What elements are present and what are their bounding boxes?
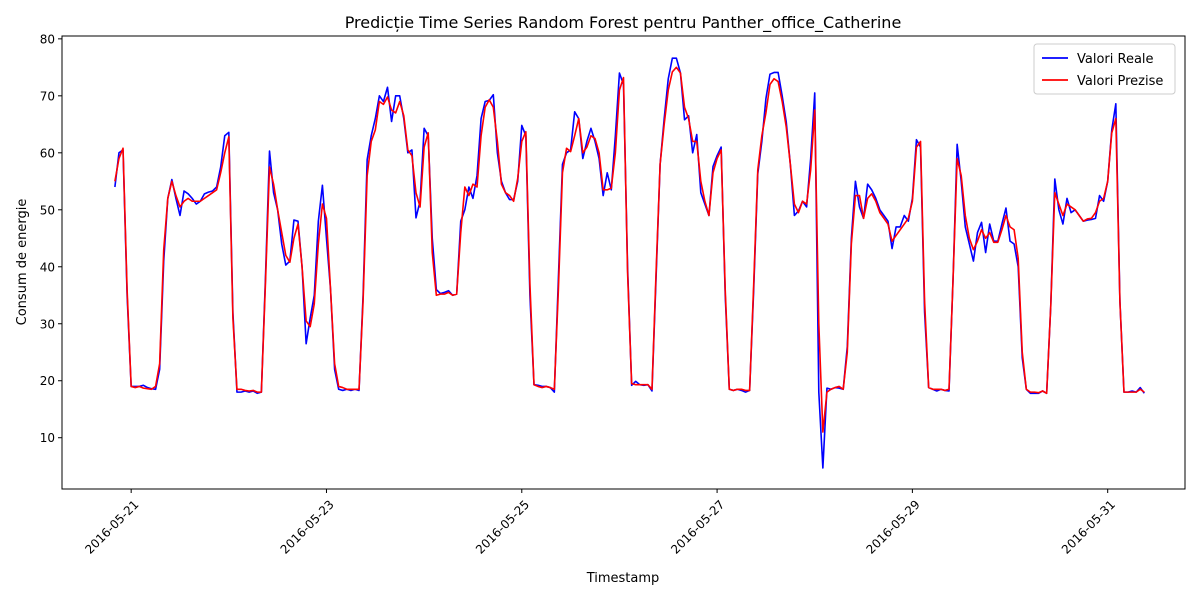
x-axis: 2016-05-21 2016-05-23 2016-05-25 2016-05-27…	[82, 489, 1118, 557]
y-axis: 10 20 30 40 50 60 70 80	[40, 32, 62, 445]
y-tick-label: 30	[40, 317, 55, 331]
y-tick-label: 20	[40, 374, 55, 388]
x-tick-label: 2016-05-25	[473, 497, 532, 556]
x-tick-label: 2016-05-21	[82, 497, 141, 556]
x-tick-label: 2016-05-27	[668, 497, 727, 556]
x-tick-label: 2016-05-31	[1059, 497, 1118, 556]
chart-title: Predicție Time Series Random Forest pent…	[345, 13, 902, 33]
y-tick-label: 70	[40, 89, 55, 103]
y-tick-label: 80	[40, 32, 55, 46]
y-tick-label: 10	[40, 431, 55, 445]
y-axis-label: Consum de energie	[15, 199, 30, 326]
x-tick-label: 2016-05-29	[864, 497, 923, 556]
y-tick-label: 60	[40, 146, 55, 160]
y-tick-label: 50	[40, 203, 55, 217]
series-line-valori-prezise	[114, 66, 1145, 433]
legend-label: Valori Reale	[1077, 52, 1154, 67]
y-tick-label: 40	[40, 260, 55, 274]
series-layer	[114, 57, 1145, 469]
series-line-valori-reale	[114, 57, 1145, 469]
legend-box	[1033, 43, 1176, 95]
legend: Valori Reale Valori Prezise	[1033, 43, 1176, 95]
plot-frame	[61, 35, 1186, 490]
x-tick-label: 2016-05-23	[278, 497, 337, 556]
x-axis-label: Timestamp	[586, 571, 660, 586]
legend-label: Valori Prezise	[1077, 74, 1163, 89]
